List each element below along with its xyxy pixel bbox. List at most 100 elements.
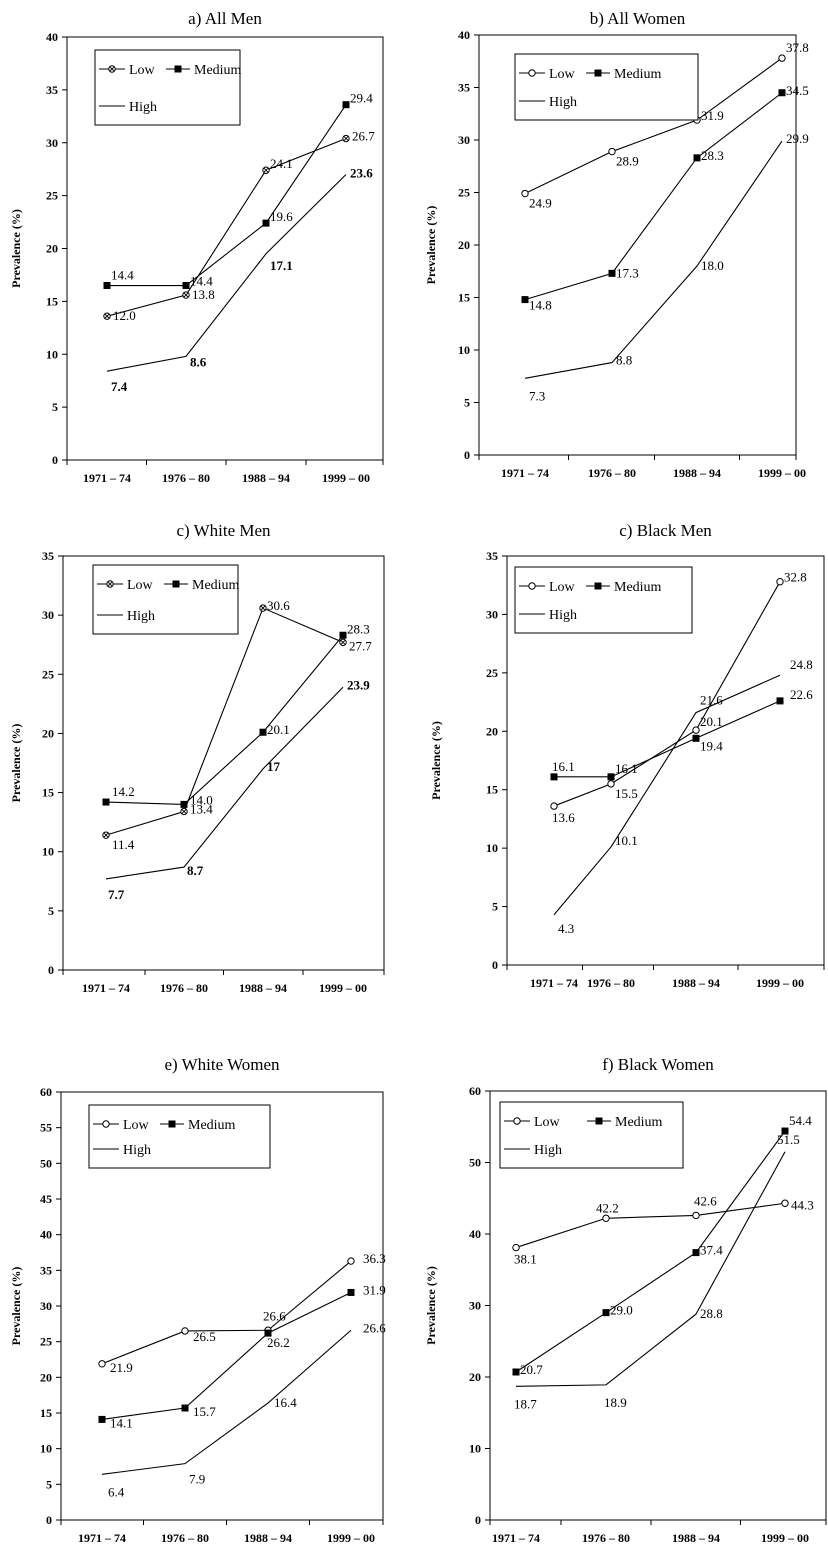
chart-4-legend-medium-marker [594, 582, 602, 590]
chart-6-low-data-label-1: 42.2 [596, 1200, 619, 1215]
chart-4-medium-data-label-3: 22.6 [790, 687, 813, 702]
chart-5-medium-data-label-1: 15.7 [193, 1404, 216, 1419]
chart-3-high-data-label-2: 17 [267, 759, 281, 774]
chart-4-xtick-label-3: 1999 – 00 [756, 976, 804, 990]
chart-3-medium-point-2 [259, 728, 267, 736]
chart-4-low-point-3 [776, 578, 784, 586]
chart-4-low-data-label-1: 15.5 [615, 786, 638, 801]
chart-5-ytick-label-3: 15 [40, 1406, 52, 1420]
chart-6-ytick-label-0: 0 [475, 1513, 481, 1527]
chart-6-xtick-label-2: 1988 – 94 [672, 1531, 720, 1545]
chart-4-xtick-label-2: 1988 – 94 [672, 976, 720, 990]
chart-2-ytick-label-1: 5 [464, 396, 470, 410]
chart-3-low-point-0-cross-b [103, 832, 109, 838]
chart-4-legend-medium-label: Medium [614, 580, 662, 595]
chart-5-high-data-label-3: 26.6 [363, 1320, 386, 1335]
chart-6-high-line [515, 1151, 786, 1387]
chart-2-medium-data-label-0: 14.8 [529, 298, 552, 313]
chart-2: b) All Women 0 5 10 15 20 25 30 35 40 Prevalence (… [424, 9, 809, 480]
chart-1-low-point-1-cross-b [183, 292, 189, 298]
chart-3-ytick-label-6: 30 [42, 608, 54, 622]
chart-5-ytick-label-2: 10 [40, 1442, 52, 1456]
chart-3-high-line [105, 686, 344, 880]
chart-1-high-data-label-2: 17.1 [270, 258, 293, 273]
chart-3-low-data-label-0: 11.4 [112, 837, 135, 852]
chart-5-ytick-label-8: 40 [40, 1228, 52, 1242]
chart-3-ytick-label-1: 5 [48, 904, 54, 918]
chart-1-medium-point-0 [103, 282, 111, 290]
chart-2-legend-low-label: Low [549, 67, 576, 82]
chart-2-xtick-label-1: 1976 – 80 [588, 466, 636, 480]
chart-5-series-high: 6.4 7.9 16.4 26.6 [101, 1320, 386, 1499]
chart-2-medium-point-2 [693, 154, 701, 162]
chart-1-legend-medium-marker [174, 65, 182, 73]
chart-4-series-medium: 16.1 16.1 19.4 22.6 [550, 687, 813, 781]
chart-5-ytick-label-0: 0 [46, 1513, 52, 1527]
chart-3-medium-data-label-0: 14.2 [112, 784, 135, 799]
chart-6-legend: Low Medium High [499, 1101, 684, 1169]
chart-3-ytick-label-3: 15 [42, 786, 54, 800]
chart-2-ylabel: Prevalence (%) [424, 206, 438, 285]
chart-1-medium-data-label-1: 14.4 [190, 274, 213, 289]
chart-3-title: c) White Men [176, 521, 271, 540]
chart-3-series-high: 7.7 8.7 17 23.9 [105, 677, 370, 902]
chart-3-low-point-3 [339, 638, 347, 647]
chart-5-ytick-label-10: 50 [40, 1156, 52, 1170]
chart-6-legend-low-marker-ring [513, 1117, 521, 1125]
chart-1-low-data-label-1: 13.8 [192, 287, 215, 302]
chart-3-low-data-label-2: 30.6 [267, 598, 290, 613]
chart-5-medium-point-2 [264, 1329, 272, 1337]
chart-3-legend-low-label: Low [127, 578, 154, 593]
chart-2-series-low: 24.9 28.9 31.9 37.8 [521, 40, 809, 211]
chart-4-xtick-label-0: 1971 – 74 [530, 976, 578, 990]
chart-1-medium-data-label-0: 14.4 [111, 268, 134, 283]
chart-4-low-point-2-ring [692, 726, 700, 734]
chart-5-xtick-label-0: 1971 – 74 [78, 1531, 126, 1545]
chart-2-low-point-0 [521, 189, 529, 198]
chart-1-xtick-label-0: 1971 – 74 [83, 471, 131, 485]
chart-5-high-data-label-2: 16.4 [274, 1395, 297, 1410]
chart-2-ytick-label-7: 35 [458, 81, 470, 95]
chart-1-low-data-label-0: 12.0 [113, 308, 136, 323]
chart-5-low-point-1 [181, 1327, 189, 1335]
chart-1-ytick-label-5: 25 [46, 189, 58, 203]
chart-1-ytick-label-7: 35 [46, 83, 58, 97]
chart-2-low-point-1-ring [608, 147, 616, 156]
chart-6-low-line [515, 1202, 786, 1249]
chart-4-medium-point-3 [776, 697, 784, 705]
chart-2-ytick-label-2: 10 [458, 343, 470, 357]
chart-3-ytick-label-5: 25 [42, 667, 54, 681]
chart-4-legend-high-label: High [549, 608, 577, 623]
chart-3-legend-high-label: High [127, 609, 155, 624]
chart-1-legend: Low Medium High [94, 49, 242, 126]
chart-6-medium-point-0 [512, 1368, 520, 1376]
chart-6-medium-data-label-2: 37.4 [700, 1243, 723, 1258]
chart-5-low-point-3-ring [347, 1257, 355, 1265]
chart-2-medium-point-1 [608, 269, 616, 277]
chart-6-low-data-label-0: 38.1 [514, 1252, 537, 1267]
chart-1-medium-line [107, 104, 347, 287]
chart-2-high-line [524, 140, 783, 379]
chart-1-xtick-label-2: 1988 – 94 [242, 471, 290, 485]
chart-4-legend-low-marker [528, 582, 536, 590]
chart-4-ytick-label-0: 0 [492, 958, 498, 972]
chart-1-ytick-label-0: 0 [52, 453, 58, 467]
chart-6-low-data-label-3: 44.3 [791, 1197, 814, 1212]
chart-2-medium-point-0 [521, 296, 529, 304]
chart-3-low-point-2 [259, 604, 267, 612]
chart-5-xtick-label-2: 1988 – 94 [244, 1531, 292, 1545]
chart-6-ytick-label-3: 30 [469, 1299, 481, 1313]
chart-3-medium-line [105, 634, 344, 805]
chart-5-ytick-label-4: 20 [40, 1370, 52, 1384]
chart-5-low-data-label-0: 21.9 [110, 1360, 133, 1375]
chart-5-low-data-label-2: 26.6 [263, 1308, 286, 1323]
chart-5-low-point-3 [347, 1257, 355, 1265]
chart-3-medium-data-label-1: 14.0 [190, 792, 213, 807]
chart-6-high-data-label-0: 18.7 [514, 1396, 537, 1411]
chart-6-xtick-label-0: 1971 – 74 [492, 1531, 540, 1545]
chart-2-ytick-label-8: 40 [458, 28, 470, 42]
chart-1-ytick-label-1: 5 [52, 400, 58, 414]
chart-2-low-data-label-0: 24.9 [529, 196, 552, 211]
chart-5-xtick-label-1: 1976 – 80 [161, 1531, 209, 1545]
chart-3-xtick-label-3: 1999 – 00 [319, 981, 367, 995]
